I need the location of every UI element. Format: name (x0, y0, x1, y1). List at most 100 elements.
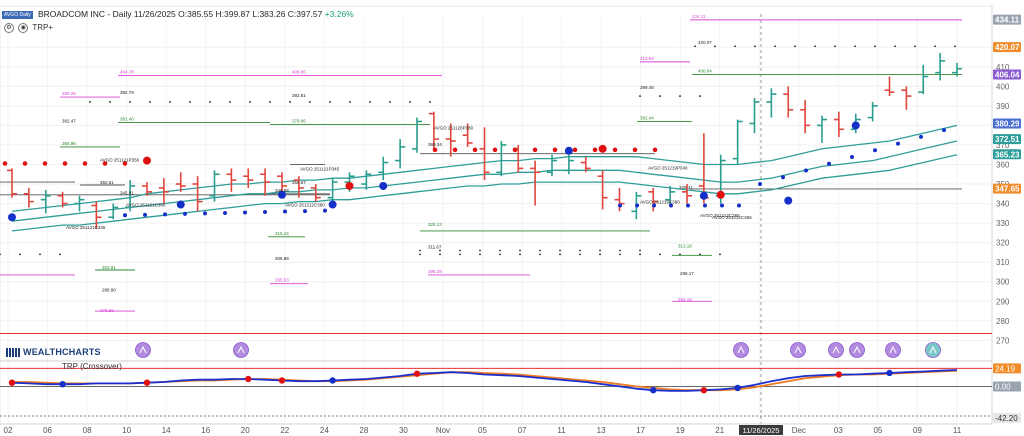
logo-text: WEALTHCHARTS (23, 347, 101, 357)
price-badge: 347.65 (993, 183, 1021, 194)
ohlc-bar (867, 101, 878, 122)
level-lines (0, 19, 992, 334)
overlay-label: 305.88 (275, 256, 289, 261)
osc-signal-dot (245, 375, 252, 383)
level-dot (439, 249, 441, 252)
osc-signal-dot (835, 371, 843, 378)
x-tick-label: 19 (676, 426, 685, 435)
overlay-label: 381.40 (120, 116, 134, 121)
price-badge-bg (993, 149, 1021, 160)
level-dot (619, 249, 621, 252)
signal-row-dot (632, 147, 638, 153)
osc-badge-text: 24.19 (995, 364, 1016, 373)
signal-dot-blue (328, 200, 337, 209)
y-tick-label: 410 (996, 63, 1010, 72)
signal-row-dot (896, 141, 900, 146)
overlay-label: 404.78 (120, 70, 134, 75)
event-marker-glyph (832, 345, 840, 354)
overlay-label: 392.79 (120, 90, 134, 95)
level-dot (579, 253, 581, 256)
osc-axis-badge: 24.19 (993, 363, 1021, 374)
level-dot (559, 249, 561, 252)
date-axis: 0206081014162022242830Nov050711131719212… (0, 423, 992, 435)
signal-dot-blue (564, 146, 573, 155)
ohlc-bar (243, 168, 254, 188)
band-lower (11, 154, 958, 232)
level-dot (599, 253, 601, 256)
y-tick-label: 280 (996, 317, 1010, 326)
symbol-badge[interactable]: AVGO Daily (2, 10, 33, 19)
visibility-eye-icon[interactable]: ◉ (18, 23, 29, 33)
price-badge-text: 406.04 (995, 71, 1020, 80)
x-tick-label: 08 (83, 426, 92, 435)
signal-row-dot (62, 161, 68, 166)
y-tick-label: 400 (996, 82, 1010, 91)
crosshair-date-badge (739, 425, 783, 435)
overlay-label: 313.18 (678, 243, 692, 248)
ohlc-bar (412, 117, 422, 153)
settings-icon[interactable]: ⚙ (4, 23, 14, 33)
ohlc-bar (833, 111, 844, 138)
overlay-label: 368.96 (62, 141, 76, 146)
signal-dot-blue (699, 191, 708, 200)
ohlc-bar (125, 180, 136, 212)
ohlc-bar (293, 176, 304, 198)
y-tick-label: 310 (996, 258, 1010, 267)
osc-badge-bg (993, 363, 1021, 374)
signal-row-dot (323, 208, 327, 213)
level-dot (0, 253, 1, 256)
signal-row-dot (492, 147, 498, 153)
y-tick-label: 390 (996, 102, 1010, 111)
ohlc-bar (563, 154, 574, 175)
chart-title: BROADCOM INC - Daily (37, 9, 132, 19)
signal-row-dot (618, 203, 622, 208)
level-dot (754, 45, 756, 48)
x-tick-label: 03 (834, 426, 843, 435)
signal-dot-red (143, 156, 151, 165)
level-dot (39, 253, 41, 256)
logo-mark-icon (6, 348, 20, 358)
price-badge-bg (993, 134, 1021, 145)
price-axis: 2702802903003103203303403503603703803904… (996, 43, 1010, 345)
ohlc-bar (479, 127, 490, 181)
event-marker-icon (733, 342, 749, 358)
ohlc-bar (732, 119, 743, 165)
event-marker-glyph (889, 345, 897, 354)
ohlc-bar (817, 115, 827, 143)
overlay-label: 379.86 (292, 118, 306, 123)
ohlc-bar (749, 98, 760, 134)
price-badge: 406.04 (993, 69, 1021, 80)
price-badge-text: 420.07 (995, 43, 1020, 52)
price-badge-text: 380.29 (995, 119, 1020, 128)
ohlc-bar (766, 88, 777, 118)
level-dot (249, 101, 251, 103)
level-dot (419, 253, 421, 256)
signal-row-dot (686, 203, 690, 208)
x-tick-label: 30 (399, 426, 408, 435)
overlay-label: AVGO 251121C360 (126, 202, 166, 207)
signal-dot-blue (176, 200, 185, 209)
y-tick-label: 370 (996, 141, 1010, 150)
ohlc-bar (682, 184, 692, 204)
ohlc-bar (597, 170, 608, 210)
overlay-label: 369.34 (428, 142, 442, 147)
ohlc-bar (614, 187, 625, 212)
signal-row-dot (82, 161, 88, 166)
ohlc-bar (142, 182, 152, 196)
overlay-label: AVGO 251121C345 (66, 225, 106, 230)
ohlc-bar (918, 64, 929, 95)
price-badge: 372.51 (993, 134, 1021, 145)
overlay-label: 413.64 (640, 56, 654, 61)
indicator-label[interactable]: TRP+ (32, 23, 53, 33)
overlay-label: AVGO 251121P350 (100, 158, 140, 163)
level-dot (934, 45, 936, 48)
signal-dot-red (716, 190, 725, 199)
overlay-label: AVGO 251212C360 (285, 202, 325, 207)
level-dot (814, 45, 816, 48)
overlay-label: AVGO 251212C365 (700, 213, 740, 218)
chart-ohlc: O:385.55 H:399.87 L:383.26 C:397.57 (178, 9, 323, 19)
signal-dot-blue (379, 181, 388, 190)
level-dot (59, 253, 61, 256)
event-marker-circle (849, 342, 865, 358)
overlay-label: 382.44 (640, 115, 654, 120)
